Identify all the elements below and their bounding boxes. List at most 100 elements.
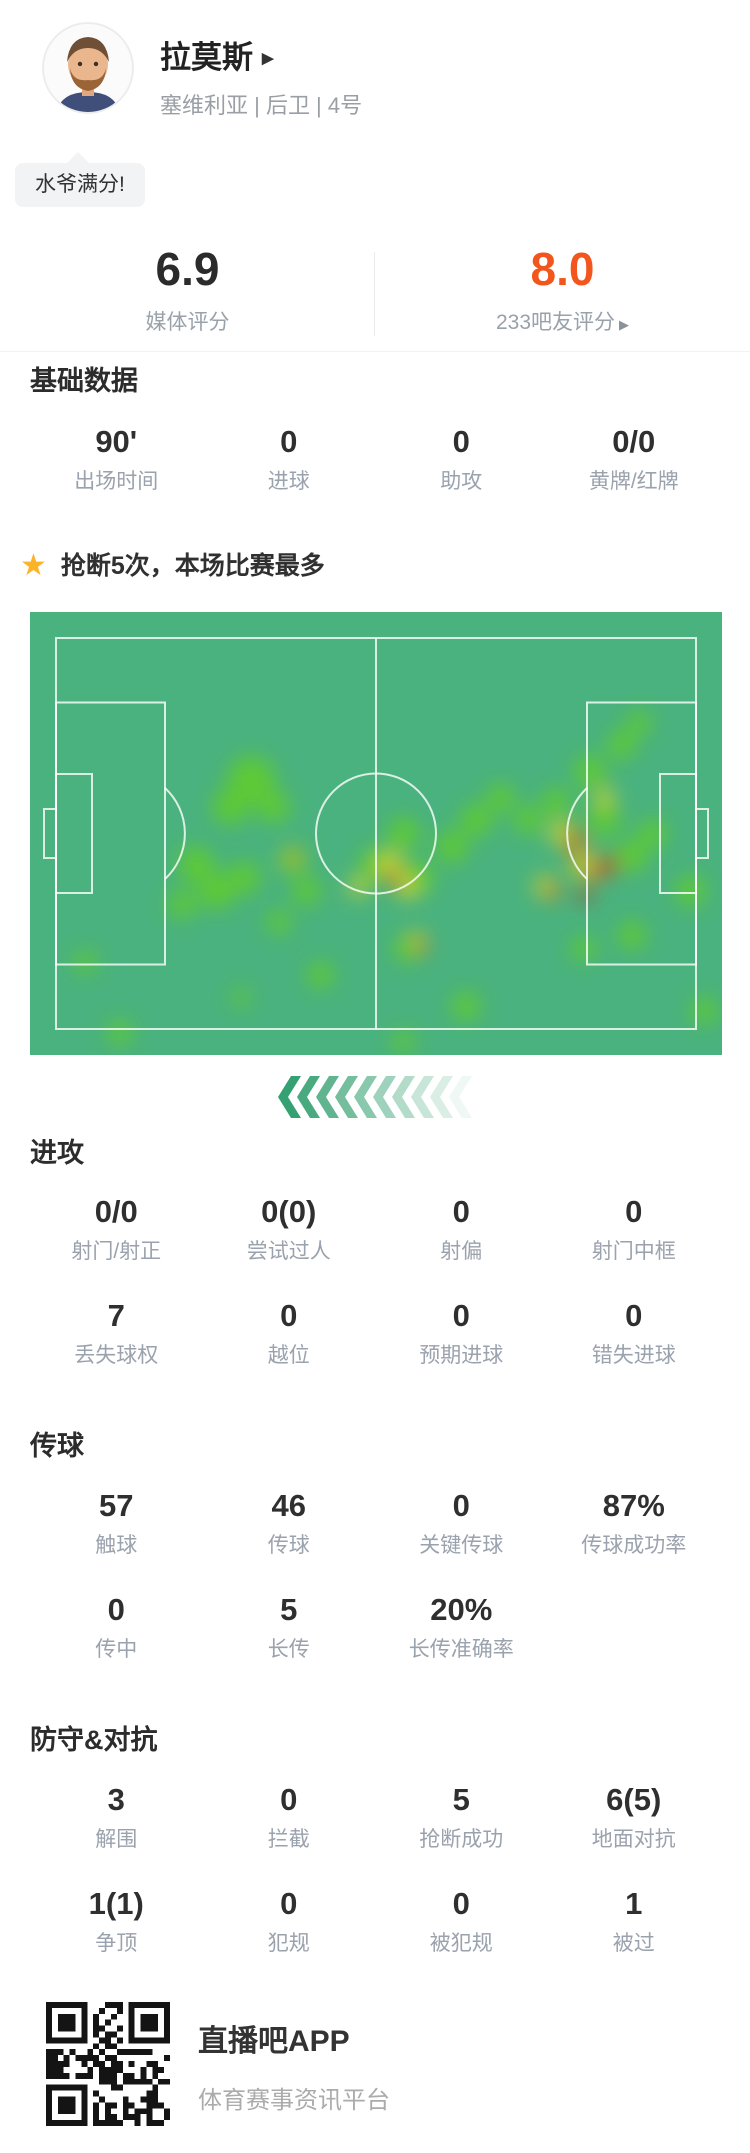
stat-value: 3: [107, 1782, 125, 1817]
stat-shots-woodwork: 0 射门中框: [548, 1194, 721, 1264]
stat-label: 预期进球: [419, 1344, 504, 1367]
stat-value: 0: [452, 1886, 470, 1921]
chevrons-left-icon: [278, 1076, 472, 1118]
fan-score-label: 233吧友评分 ▶: [375, 310, 750, 338]
stat-empty-cell: [548, 1592, 721, 1662]
stat-label: 射偏: [440, 1240, 483, 1263]
stat-value: 20%: [430, 1592, 493, 1627]
stat-label: 被过: [612, 1932, 655, 1955]
passing-stats-row-1: 57 触球 46 传球 0 关键传球 87% 传球成功率: [0, 1488, 750, 1558]
stat-label: 地面对抗: [591, 1828, 676, 1851]
stat-dribbled-past: 1 被过: [548, 1886, 721, 1956]
stat-value: 90': [95, 424, 138, 459]
stat-shots-off-target: 0 射偏: [375, 1194, 548, 1264]
stat-label: 尝试过人: [246, 1240, 331, 1263]
stat-assists: 0 助攻: [375, 424, 548, 494]
stat-chances-missed: 0 错失进球: [548, 1298, 721, 1368]
stat-pass-accuracy: 87% 传球成功率: [548, 1488, 721, 1558]
stat-crosses: 0 传中: [30, 1592, 203, 1662]
stat-value: 0: [452, 1488, 470, 1523]
stat-value: 0: [107, 1592, 125, 1627]
attack-stats-row-1: 0/0 射门/射正 0(0) 尝试过人 0 射偏 0 射门中框: [0, 1194, 750, 1264]
chevron-right-icon: ▶: [262, 50, 274, 67]
stat-label: 助攻: [440, 470, 483, 493]
stat-value: 0: [280, 1886, 298, 1921]
match-highlight: ★ 抢断5次，本场比赛最多: [20, 548, 325, 584]
stat-label: 被犯规: [429, 1932, 493, 1955]
section-title-attack: 进攻: [30, 1138, 84, 1168]
vertical-divider: [374, 252, 375, 336]
app-slogan: 体育赛事资讯平台: [198, 2087, 390, 2114]
attack-stats-row-2: 7 丢失球权 0 越位 0 预期进球 0 错失进球: [0, 1298, 750, 1368]
footer-text: 直播吧APP 体育赛事资讯平台: [198, 2002, 390, 2116]
stat-label: 出场时间: [74, 470, 159, 493]
pitch-lines: [43, 637, 709, 1030]
stat-value: 57: [99, 1488, 134, 1523]
ratings-row: 6.9 媒体评分 8.0 233吧友评分 ▶: [0, 244, 750, 338]
stat-dribbles: 0(0) 尝试过人: [203, 1194, 376, 1264]
stat-tackles-won: 5 抢断成功: [375, 1782, 548, 1852]
stat-value: 5: [452, 1782, 470, 1817]
stat-value: 0: [280, 424, 298, 459]
stat-value: 0: [452, 424, 470, 459]
stat-passes: 46 传球: [203, 1488, 376, 1558]
defense-stats-row-1: 3 解围 0 拦截 5 抢断成功 6(5) 地面对抗: [0, 1782, 750, 1852]
attack-direction-arrows: [0, 1076, 750, 1118]
stat-value: 0: [280, 1782, 298, 1817]
stat-ground-duels: 6(5) 地面对抗: [548, 1782, 721, 1852]
pitch-svg: [30, 612, 722, 1055]
stat-fouls: 0 犯规: [203, 1886, 376, 1956]
stat-shots: 0/0 射门/射正: [30, 1194, 203, 1264]
stat-aerial-duels: 1(1) 争顶: [30, 1886, 203, 1956]
player-avatar[interactable]: [42, 22, 134, 114]
defense-stats-row-2: 1(1) 争顶 0 犯规 0 被犯规 1 被过: [0, 1886, 750, 1956]
stat-label: 越位: [267, 1344, 310, 1367]
stat-label: 犯规: [267, 1932, 310, 1955]
stat-label: 抢断成功: [419, 1828, 504, 1851]
stat-minutes-played: 90' 出场时间: [30, 424, 203, 494]
stat-label: 传中: [95, 1638, 138, 1661]
praise-badge: 水爷满分!: [15, 152, 145, 207]
stat-value: 87%: [602, 1488, 665, 1523]
stat-goals: 0 进球: [203, 424, 376, 494]
stat-value: 1: [625, 1886, 643, 1921]
stat-long-ball-accuracy: 20% 长传准确率: [375, 1592, 548, 1662]
stat-label: 争顶: [95, 1932, 138, 1955]
heatmap-blobs: [74, 710, 718, 1053]
media-score-label: 媒体评分: [145, 311, 230, 334]
stat-value: 46: [271, 1488, 306, 1523]
stat-possession-lost: 7 丢失球权: [30, 1298, 203, 1368]
stat-value: 0(0): [261, 1194, 317, 1229]
passing-stats-row-2: 0 传中 5 长传 20% 长传准确率: [0, 1592, 750, 1662]
player-name-row[interactable]: 拉莫斯 ▶: [160, 36, 362, 79]
stat-label: 关键传球: [419, 1534, 504, 1557]
stat-label: 长传准确率: [408, 1638, 514, 1661]
heatmap-pitch: [30, 612, 722, 1055]
stat-value: 0: [625, 1194, 643, 1229]
section-title-passing: 传球: [30, 1431, 84, 1461]
section-title-basic: 基础数据: [30, 366, 138, 396]
stat-value: 1(1): [88, 1886, 144, 1921]
stat-touches: 57 触球: [30, 1488, 203, 1558]
fan-score-label-text: 233吧友评分: [495, 311, 616, 334]
fan-rating[interactable]: 8.0 233吧友评分 ▶: [375, 244, 750, 338]
qr-code: [46, 2002, 170, 2126]
footer: 直播吧APP 体育赛事资讯平台: [46, 2002, 390, 2126]
stat-label: 射门/射正: [71, 1240, 162, 1263]
stat-label: 射门中框: [591, 1240, 676, 1263]
stat-yellow-red-cards: 0/0 黄牌/红牌: [548, 424, 721, 494]
stat-label: 错失进球: [591, 1344, 676, 1367]
stat-label: 长传: [267, 1638, 310, 1661]
stat-was-fouled: 0 被犯规: [375, 1886, 548, 1956]
player-header: 拉莫斯 ▶ 塞维利亚 | 后卫 | 4号: [160, 36, 362, 120]
team-position-number: 塞维利亚 | 后卫 | 4号: [160, 93, 363, 118]
fan-score: 8.0: [530, 243, 595, 295]
stat-value: 0/0: [94, 1194, 138, 1229]
stat-value: 0: [280, 1298, 298, 1333]
stat-label: 拦截: [267, 1828, 310, 1851]
stat-value: 6(5): [606, 1782, 662, 1817]
stat-label: 黄牌/红牌: [588, 470, 679, 493]
media-rating: 6.9 媒体评分: [0, 244, 375, 338]
stat-expected-goals: 0 预期进球: [375, 1298, 548, 1368]
